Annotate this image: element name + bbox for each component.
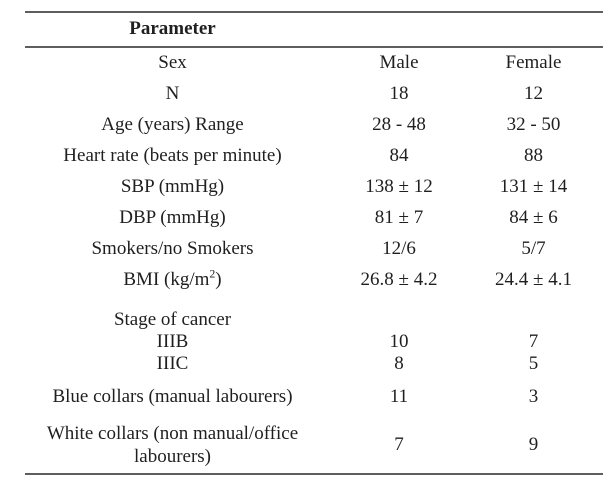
cell-female: 12 (524, 83, 543, 105)
cell-param-bmi: BMI (kg/m2) (25, 265, 320, 296)
cell-param: Age (years) Range (101, 114, 244, 136)
cell-param: Sex (158, 52, 187, 74)
cell-param: White collars (non manual/office laboure… (46, 422, 299, 467)
cell-param: Heart rate (beats per minute) (63, 145, 282, 167)
cell-param-stage-group: Stage of cancer IIIB IIIC (25, 296, 320, 378)
table-header-spacer (478, 12, 603, 48)
stage-subrow-label: IIIB (156, 331, 189, 352)
cell-male: 138 ± 12 (365, 176, 433, 198)
stage-subrow-male: 10 (389, 331, 409, 352)
table-row-sbp: SBP (mmHg) 138 ± 12 131 ± 14 (25, 172, 603, 203)
cell-female: 3 (528, 385, 539, 407)
table-row-n: N 18 12 (25, 79, 603, 110)
cell-female: 9 (528, 434, 539, 455)
stage-subrow-label: IIIC (156, 353, 189, 374)
table-row-dbp: DBP (mmHg) 81 ± 7 84 ± 6 (25, 203, 603, 234)
table-row-blue-collars: Blue collars (manual labourers) 11 3 (25, 378, 603, 416)
cell-female: 88 (524, 145, 543, 167)
cell-male: 84 (389, 145, 409, 167)
parameters-table: Parameter Sex Male Female N 18 12 Age (y… (25, 11, 603, 475)
cell-param: DBP (mmHg) (119, 207, 226, 229)
cell-param: Smokers/no Smokers (91, 238, 254, 260)
stage-subrow-male: 8 (394, 353, 404, 374)
cell-female: 5/7 (521, 238, 546, 260)
cell-female: 84 ± 6 (509, 207, 558, 229)
table-header-spacer (320, 12, 478, 48)
cell-param: N (165, 83, 180, 105)
cell-male: 26.8 ± 4.2 (360, 269, 438, 291)
stage-group-spacer (320, 309, 478, 331)
cell-male-stage-group: 10 8 (320, 296, 478, 378)
cell-female: 131 ± 14 (499, 176, 568, 198)
cell-male: 81 ± 7 (374, 207, 424, 229)
cell-male: Male (379, 52, 419, 74)
stage-group-label: Stage of cancer (113, 309, 232, 330)
cell-female-stage-group: 7 5 (478, 296, 603, 378)
table-header-row: Parameter (25, 12, 603, 48)
cell-male: 28 - 48 (372, 114, 426, 136)
bmi-label-main: BMI (kg/m (123, 269, 210, 291)
table-row-heart-rate: Heart rate (beats per minute) 84 88 (25, 141, 603, 172)
stage-subrow-female: 7 (528, 331, 539, 352)
cell-male: 11 (389, 385, 409, 407)
cell-male: 18 (389, 83, 409, 105)
table-row-bmi: BMI (kg/m2) 26.8 ± 4.2 24.4 ± 4.1 (25, 265, 603, 296)
table-row-sex: Sex Male Female (25, 47, 603, 79)
cell-male: 7 (394, 434, 404, 455)
cell-female: Female (505, 52, 562, 74)
table-row-white-collars: White collars (non manual/office laboure… (25, 416, 603, 474)
table-row-stage-of-cancer: Stage of cancer IIIB IIIC 10 8 7 5 (25, 296, 603, 378)
cell-male: 12/6 (382, 238, 416, 260)
cell-param: Blue collars (manual labourers) (52, 385, 293, 407)
table-row-smokers: Smokers/no Smokers 12/6 5/7 (25, 234, 603, 265)
stage-group-spacer (478, 309, 589, 331)
stage-subrow-female: 5 (528, 353, 539, 374)
cell-param: SBP (mmHg) (120, 176, 225, 198)
table-title-parameter: Parameter (25, 12, 320, 48)
bmi-label-superscript: 2 (209, 267, 216, 281)
cell-female: 32 - 50 (506, 114, 561, 136)
table-row-age-range: Age (years) Range 28 - 48 32 - 50 (25, 110, 603, 141)
cell-female: 24.4 ± 4.1 (495, 269, 572, 291)
bmi-label-close: ) (215, 269, 222, 291)
